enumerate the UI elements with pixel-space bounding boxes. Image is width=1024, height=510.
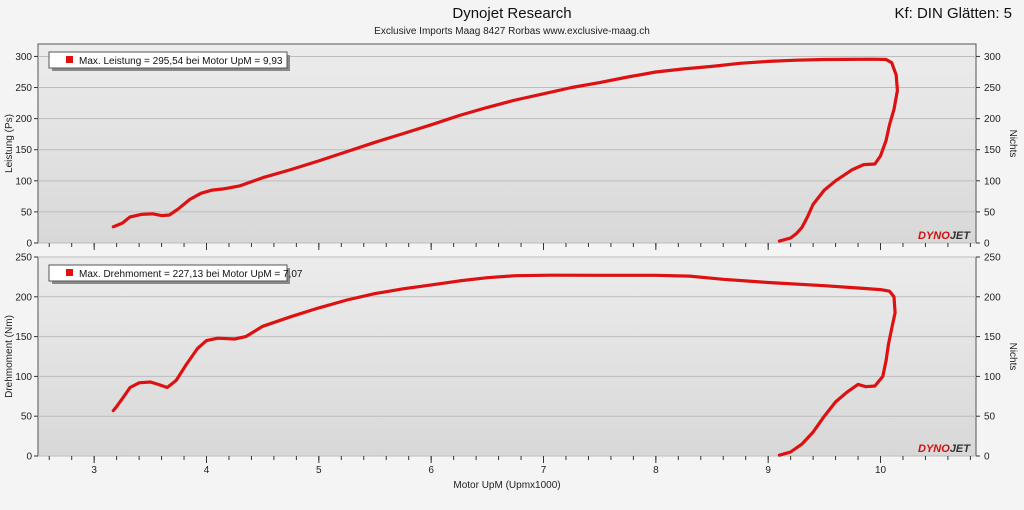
chart-subtitle: Exclusive Imports Maag 8427 Rorbas www.e… [374, 26, 650, 37]
y-tick-label: 50 [21, 207, 33, 218]
y-tick-label-right: 0 [984, 452, 990, 463]
y-tick-label: 200 [15, 114, 32, 125]
x-tick-label: 8 [653, 465, 659, 476]
dynojet-logo: DYNOJET [918, 230, 971, 242]
y-tick-label: 250 [15, 253, 32, 264]
y-tick-label: 0 [26, 239, 32, 250]
y-axis-label: Leistung (Ps) [4, 114, 15, 173]
y-axis-label-right: Nichts [1007, 343, 1018, 371]
x-tick-label: 4 [204, 465, 210, 476]
logo-part-a: DYNO [918, 443, 950, 455]
y-tick-label: 100 [15, 176, 32, 187]
logo-part-b: JET [950, 230, 971, 242]
x-tick-label: 9 [765, 465, 771, 476]
y-tick-label: 100 [15, 372, 32, 383]
y-tick-label-right: 100 [984, 176, 1001, 187]
x-tick-label: 6 [428, 465, 434, 476]
y-tick-label-right: 150 [984, 332, 1001, 343]
panel-2: 0 0 50 50 100 100 150 150 200 200 250 250 3 4 5 6 7 8 9 10 D… [4, 253, 1018, 492]
x-tick-label: 5 [316, 465, 322, 476]
legend-box [48, 51, 288, 69]
y-tick-label: 150 [15, 332, 32, 343]
y-tick-label-right: 50 [984, 207, 996, 218]
legend-text: Max. Drehmoment = 227,13 bei Motor UpM =… [79, 269, 303, 280]
y-tick-label: 0 [26, 452, 32, 463]
legend-text: Max. Leistung = 295,54 bei Motor UpM = 9… [79, 56, 283, 67]
y-axis-label: Drehmoment (Nm) [4, 315, 15, 398]
y-tick-label: 200 [15, 292, 32, 303]
logo-part-a: DYNO [918, 230, 950, 242]
legend-swatch [66, 269, 73, 276]
y-tick-label: 300 [15, 52, 32, 63]
y-tick-label-right: 200 [984, 114, 1001, 125]
x-axis-label: Motor UpM (Upmx1000) [453, 480, 560, 491]
plot-area [37, 43, 977, 244]
x-tick-label: 3 [91, 465, 97, 476]
x-tick-label: 7 [541, 465, 547, 476]
series-line [111, 57, 899, 243]
y-tick-label: 150 [15, 145, 32, 156]
x-tick-label: 10 [875, 465, 887, 476]
series-line [111, 273, 897, 457]
y-tick-label-right: 250 [984, 253, 1001, 264]
y-tick-label-right: 150 [984, 145, 1001, 156]
smoothing-label: Kf: DIN Glätten: 5 [894, 5, 1012, 22]
y-tick-label: 250 [15, 83, 32, 94]
y-tick-label-right: 300 [984, 52, 1001, 63]
legend-box [48, 264, 288, 282]
y-tick-label-right: 200 [984, 292, 1001, 303]
y-axis-label-right: Nichts [1007, 130, 1018, 158]
y-tick-label-right: 100 [984, 372, 1001, 383]
y-tick-label-right: 0 [984, 239, 990, 250]
chart-title: Dynojet Research [452, 5, 572, 22]
dynojet-logo: DYNOJET [918, 443, 971, 455]
legend-swatch [66, 56, 73, 63]
y-tick-label-right: 250 [984, 83, 1001, 94]
logo-part-b: JET [950, 443, 971, 455]
y-tick-label-right: 50 [984, 412, 996, 423]
panel-1: 0 0 50 50 100 100 150 150 200 200 250 250 300 300 Leis… [4, 43, 1018, 250]
y-tick-label: 50 [21, 412, 33, 423]
